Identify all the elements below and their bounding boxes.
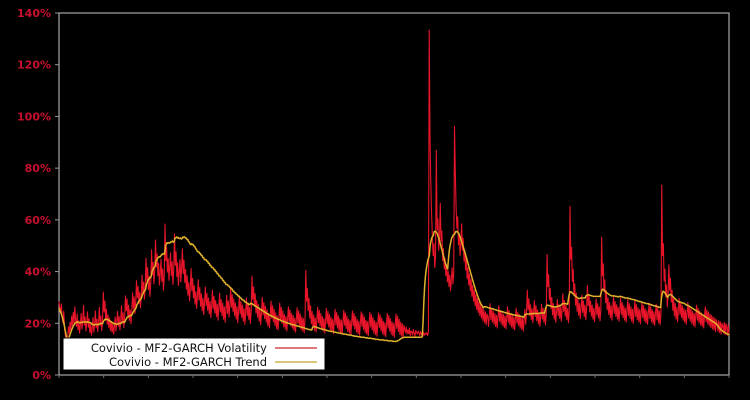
plot-border — [58, 12, 730, 376]
y-tick-label: 20% — [25, 317, 51, 330]
y-tick-label: 140% — [17, 7, 51, 20]
series-line-trend — [58, 230, 730, 343]
legend-label-1[interactable]: Covivio - MF2-GARCH Trend — [109, 355, 267, 369]
y-tick-label: 100% — [17, 110, 51, 123]
series-line-volatility — [58, 29, 730, 345]
y-tick-label: 60% — [25, 214, 51, 227]
y-tick-label: 0% — [32, 369, 51, 382]
y-axis-ticks: 0% 20% 40% 60% 80% 100% 120% 140% — [17, 7, 59, 382]
legend-box — [62, 337, 326, 371]
x-axis-ticks — [58, 375, 730, 378]
y-tick-label: 80% — [25, 162, 51, 175]
y-tick-label: 120% — [17, 59, 51, 72]
legend-label-0[interactable]: Covivio - MF2-GARCH Volatility — [91, 341, 267, 355]
series-layer — [58, 29, 730, 345]
y-tick-label: 40% — [25, 266, 51, 279]
plot-frame — [58, 12, 730, 376]
